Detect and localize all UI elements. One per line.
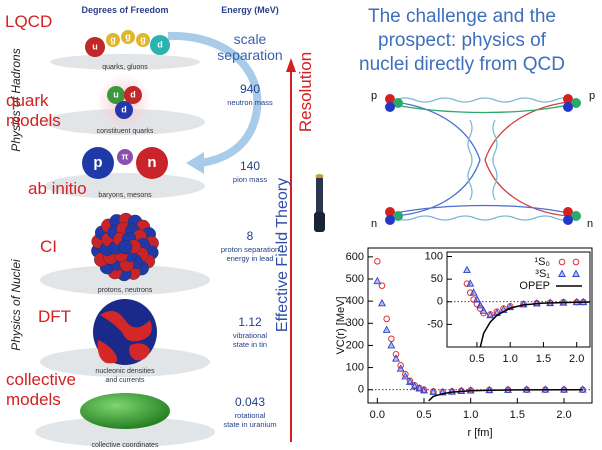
level-caption: protons, neutrons [98,287,153,294]
energy-value: 140 [240,159,260,173]
title: The challenge and the [368,6,556,27]
particle-label: d [130,89,136,99]
level-label: models [6,390,61,409]
particle-label: d [157,39,163,49]
particle-label: g [125,31,131,41]
title: prospect: physics of [378,30,547,51]
y-tick-label: 0 [358,384,364,396]
level-label: quark [6,91,49,110]
x-tick-label: 0.5 [469,353,484,365]
y-tick-label: 100 [425,250,443,262]
level-label: ab initio [28,179,87,198]
side-label: Physics of Nuclei [9,259,23,351]
x-tick-label: 1.5 [536,353,551,365]
legend-label: ¹S₀ [534,256,550,268]
title: nuclei directly from QCD [359,54,565,75]
energy-note: rotational [235,411,266,420]
y-tick-label: 300 [346,317,364,329]
particle-label: g [140,34,146,44]
energy-value: 1.12 [238,315,262,329]
particle-label: u [113,89,119,99]
legend-label: OPEP [519,280,550,292]
arrow-head [186,152,204,174]
charts: 01002003004005006000.00.51.01.52.0r [fm]… [335,248,592,439]
flashlight [314,212,325,232]
energy-note: energy in lead [226,254,273,263]
energy-value: 8 [247,229,254,243]
feynman-diagram [395,98,568,220]
level-label: DFT [38,307,71,326]
x-tick-label: 1.0 [463,409,478,421]
x-tick-label: 0.0 [370,409,385,421]
energy-note: proton separation [221,245,279,254]
particle-label: n [147,154,156,171]
particle-label: u [92,41,98,51]
header: Energy (MeV) [221,5,279,15]
particle-label: g [110,34,116,44]
y-tick-label: 400 [346,295,364,307]
energy-note: vibrational [233,331,268,340]
arrow-head [286,58,296,72]
level-caption: collective coordinates [92,442,159,449]
particle-label: p [93,154,102,171]
y-axis-label: VC(r) [MeV] [335,296,347,354]
energy-note: state in tin [233,340,267,349]
x-axis-label: r [fm] [467,427,492,439]
plot-frame [447,252,590,347]
level-label: CI [40,237,57,256]
x-tick-label: 2.0 [569,353,584,365]
level-label: LQCD [5,12,52,31]
deformed-nucleus [80,393,170,429]
energy-note: pion mass [233,175,267,184]
particle-label: p [589,90,595,102]
x-tick-label: 2.0 [556,409,571,421]
header: Degrees of Freedom [81,5,168,15]
y-tick-label: 50 [431,273,443,285]
energy-value: scale [234,31,267,47]
flashlight [316,176,323,216]
particle-label: d [121,104,127,114]
level-caption: constituent quarks [97,128,154,135]
x-tick-label: 0.5 [416,409,431,421]
slide: Degrees of Freedom Energy (MeV) u g g g … [0,0,602,450]
y-tick-label: 0 [437,296,443,308]
particle-label: n [587,218,593,230]
energy-note: state in uranium [223,420,276,429]
y-tick-label: 100 [346,361,364,373]
level-label: models [6,111,61,130]
level-caption: nucleonic densities [95,368,155,375]
resolution-label: Resolution [296,52,315,132]
y-tick-label: -50 [427,318,443,330]
y-tick-label: 500 [346,273,364,285]
energy-value: separation [217,47,282,63]
level-caption: quarks, gluons [102,64,148,71]
particle-label: π [122,151,129,161]
y-tick-label: 600 [346,251,364,263]
nucleon [118,240,132,254]
particle-label: n [371,218,377,230]
energy-value: 940 [240,82,260,96]
particle-label: p [371,90,377,102]
y-tick-label: 200 [346,339,364,351]
x-tick-label: 1.5 [510,409,525,421]
flashlight [316,174,324,178]
level-caption: baryons, mesons [98,192,152,199]
energy-note: neutron mass [227,98,273,107]
x-tick-label: 1.0 [503,353,518,365]
right-panel: The challenge and the prospect: physics … [359,6,595,230]
eft-label: Effective Field Theory [274,178,291,332]
level-caption: and currents [106,377,145,384]
legend-label: ³S₁ [535,268,550,280]
level-label: collective [6,370,76,389]
energy-value: 0.043 [235,395,265,409]
